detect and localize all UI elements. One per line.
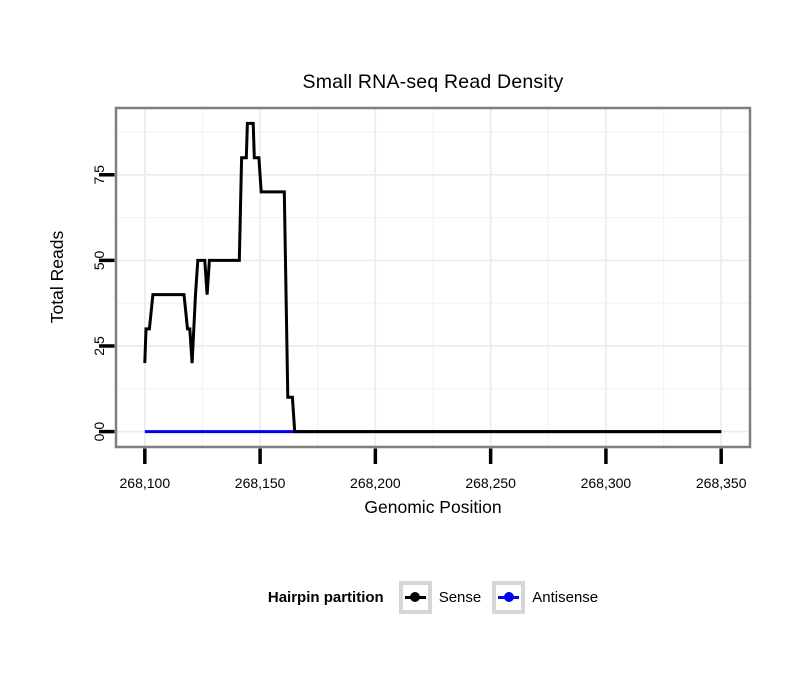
plot-panel: 268,100 268,150 268,200 268,250 268,300 268,3… xyxy=(47,106,752,517)
y-tick-label: 2.5 xyxy=(91,336,107,356)
x-axis-title: Genomic Position xyxy=(364,497,501,517)
chart-title: Small RNA-seq Read Density xyxy=(302,71,564,93)
chart-svg: 268,100 268,150 268,200 268,250 268,300 268,3… xyxy=(47,106,752,517)
legend-key-sense-icon xyxy=(398,580,432,614)
x-tick-label: 268,300 xyxy=(581,475,632,491)
legend-item-antisense: Antisense xyxy=(492,580,599,614)
x-tick-label: 268,250 xyxy=(465,475,516,491)
panel-border xyxy=(114,106,752,449)
x-tick-label: 268,100 xyxy=(120,475,171,491)
legend-key-antisense-icon xyxy=(492,580,526,614)
legend-label-sense: Sense xyxy=(438,588,482,606)
legend: Hairpin partition Sense Antisense xyxy=(56,579,810,615)
series-line-sense xyxy=(143,121,722,434)
y-tick-label: 0.0 xyxy=(91,422,107,442)
legend-label-antisense: Antisense xyxy=(532,588,599,606)
x-tick-label: 268,150 xyxy=(235,475,286,491)
legend-item-sense: Sense xyxy=(398,580,482,614)
legend-key-dot xyxy=(503,592,514,602)
legend-title: Hairpin partition xyxy=(267,588,384,606)
legend-key-dot xyxy=(410,592,421,602)
y-tick-label: 5.0 xyxy=(91,250,107,270)
y-tick-label: 7.5 xyxy=(91,165,107,185)
x-tick-label: 268,200 xyxy=(350,475,401,491)
x-tick-label: 268,350 xyxy=(696,475,747,491)
y-axis-title: Total Reads xyxy=(47,231,67,324)
